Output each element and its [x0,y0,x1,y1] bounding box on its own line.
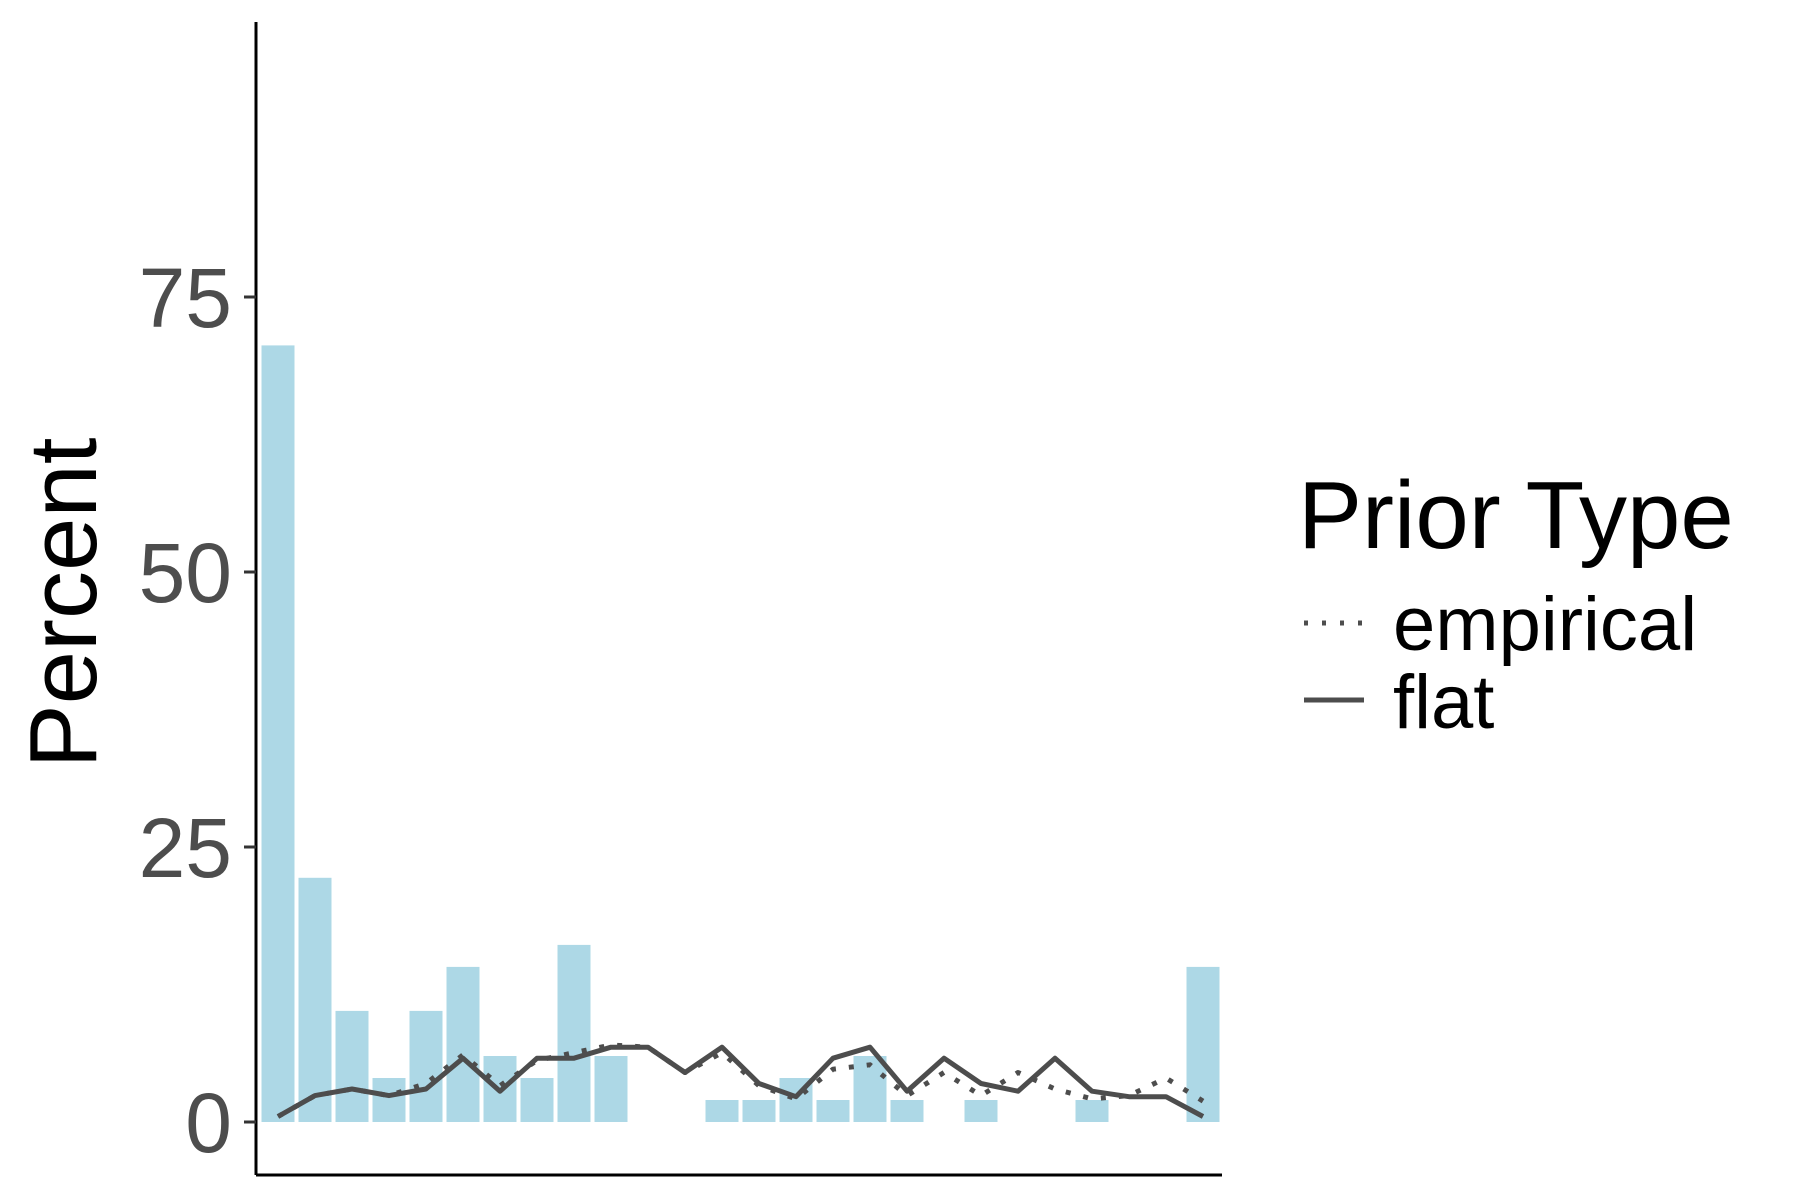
bar-4 [372,1078,406,1122]
bar-13 [705,1100,739,1122]
bars [261,345,1220,1122]
legend-title: Prior Type [1298,462,1734,569]
legend-label-flat: flat [1393,660,1494,745]
bar-23 [1075,1100,1109,1122]
series-line-flat [276,1044,1205,1119]
bar-26 [1186,966,1220,1122]
y-tick-label: 50 [139,526,232,620]
bar-18 [890,1100,924,1122]
legend: Prior Type empirical flat [1298,462,1734,745]
bar-10 [594,1056,628,1122]
bar-20 [964,1100,998,1122]
bar-6 [446,966,480,1122]
bar-3 [335,1010,369,1122]
bar-9 [557,944,591,1122]
series-lines [276,1042,1205,1119]
bar-1 [261,345,295,1122]
y-axis-title: Percent [10,438,117,769]
bar-16 [816,1100,850,1122]
bar-2 [298,877,332,1122]
bar-8 [520,1078,554,1122]
y-axis-ticks: 0 25 50 75 [139,251,256,1170]
y-tick-label: 75 [139,251,232,345]
bar-14 [742,1100,776,1122]
y-tick-label: 0 [185,1076,232,1170]
bar-5 [409,1010,443,1122]
y-tick-label: 25 [139,801,232,895]
legend-label-empirical: empirical [1393,582,1697,667]
series-line-empirical [276,1042,1205,1119]
